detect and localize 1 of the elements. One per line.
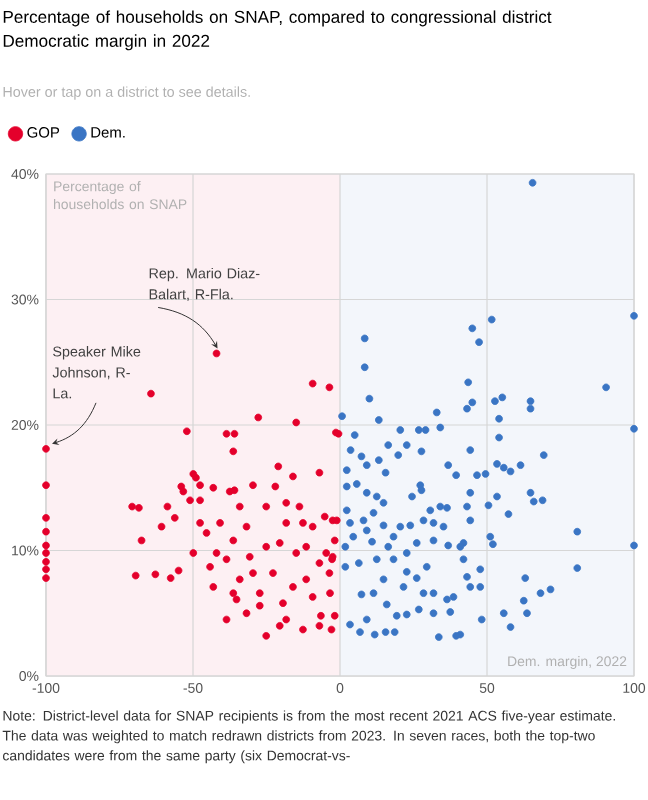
chart-title: Percentage of households on SNAP, compared to congressional district Democratic margin in 2022 — [3, 10, 552, 51]
